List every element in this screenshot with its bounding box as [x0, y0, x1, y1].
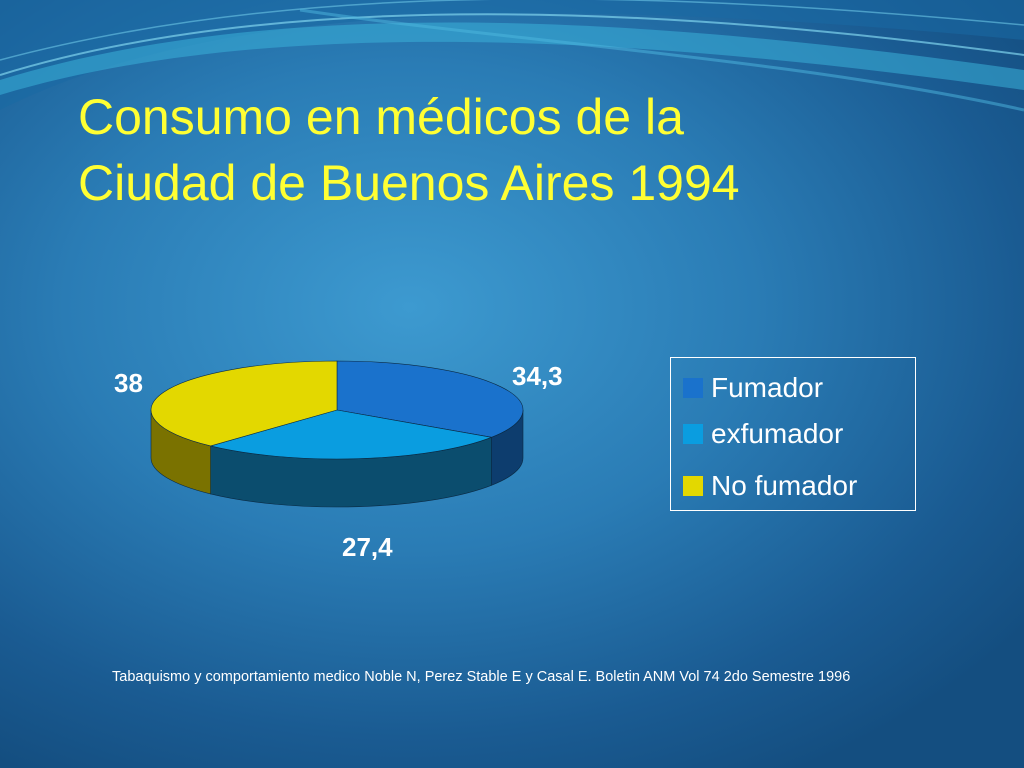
legend-swatch-exfumador: [683, 424, 703, 444]
legend-item-no-fumador: No fumador: [671, 460, 915, 512]
legend-label-fumador: Fumador: [711, 372, 824, 403]
chart-legend: Fumador exfumador No fumador: [670, 357, 916, 511]
legend-swatch-no-fumador: [683, 476, 703, 496]
data-label-no-fumador: 38: [114, 368, 143, 398]
decorative-waves: [0, 0, 1024, 112]
data-label-exfumador: 27,4: [342, 532, 393, 562]
data-label-fumador: 34,3: [512, 361, 563, 391]
pie-slice-exfumador: [209, 409, 493, 460]
legend-item-fumador: Fumador: [671, 368, 915, 408]
legend-label-no-fumador: No fumador: [711, 470, 858, 501]
legend-item-exfumador: exfumador: [671, 408, 915, 460]
pie-slice-fumador: [336, 360, 524, 438]
pie-slice-no-fumador: [150, 360, 338, 447]
legend-label-exfumador: exfumador: [711, 418, 844, 449]
legend-swatch-fumador: [683, 378, 703, 398]
source-citation: Tabaquismo y comportamiento medico Noble…: [112, 669, 851, 685]
title-line-1: Consumo en médicos de la: [78, 89, 684, 145]
title-line-2: Ciudad de Buenos Aires 1994: [78, 155, 740, 211]
slide-title: Consumo en médicos de la Ciudad de Bueno…: [78, 84, 978, 216]
